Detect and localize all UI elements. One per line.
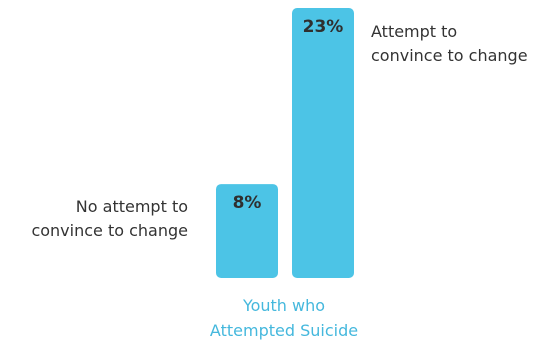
series-label-line: convince to change <box>371 46 528 65</box>
series-label-line: No attempt to <box>76 197 188 216</box>
bar <box>216 184 278 278</box>
bar <box>292 8 354 278</box>
bar-value-label: 23% <box>303 17 344 37</box>
bars-group <box>216 8 354 278</box>
category-label-line: Youth who <box>242 296 325 315</box>
bar-value-label: 8% <box>233 193 262 213</box>
series-label-line: Attempt to <box>371 22 457 41</box>
series-label-line: convince to change <box>31 221 188 240</box>
category-label-line: Attempted Suicide <box>210 321 358 340</box>
